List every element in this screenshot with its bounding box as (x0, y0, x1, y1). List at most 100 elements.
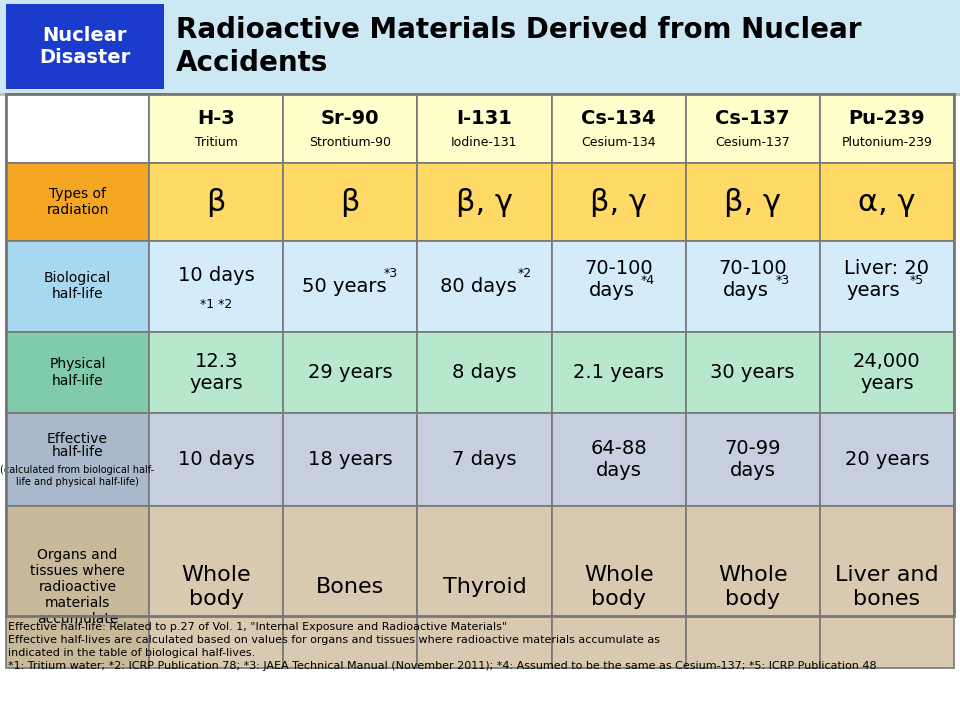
FancyBboxPatch shape (820, 413, 954, 506)
Text: 24,000
years: 24,000 years (853, 352, 921, 393)
Text: α, γ: α, γ (858, 187, 916, 217)
Text: 70-100: 70-100 (585, 258, 653, 278)
Text: Plutonium-239: Plutonium-239 (842, 136, 932, 149)
Text: days: days (588, 282, 635, 300)
Text: β, γ: β, γ (590, 187, 647, 217)
FancyBboxPatch shape (283, 332, 418, 413)
FancyBboxPatch shape (149, 240, 283, 332)
FancyBboxPatch shape (551, 163, 685, 240)
Text: Tritium: Tritium (195, 136, 237, 149)
Text: Liver: 20: Liver: 20 (845, 258, 929, 278)
Text: Strontium-90: Strontium-90 (309, 136, 392, 149)
Text: 10 days: 10 days (178, 266, 254, 285)
Text: 29 years: 29 years (308, 363, 393, 382)
Text: (calculated from biological half-
life and physical half-life): (calculated from biological half- life a… (0, 465, 155, 487)
Text: Effective half-lives are calculated based on values for organs and tissues where: Effective half-lives are calculated base… (8, 635, 660, 645)
Text: *3: *3 (383, 267, 397, 280)
FancyBboxPatch shape (283, 94, 418, 163)
Text: 20 years: 20 years (845, 450, 929, 469)
FancyBboxPatch shape (551, 506, 685, 668)
Text: Bones: Bones (316, 577, 384, 597)
FancyBboxPatch shape (551, 240, 685, 332)
Text: 80 days: 80 days (440, 277, 516, 296)
FancyBboxPatch shape (283, 163, 418, 240)
Text: β, γ: β, γ (724, 187, 781, 217)
FancyBboxPatch shape (418, 240, 551, 332)
FancyBboxPatch shape (6, 240, 149, 332)
Text: Cesium-134: Cesium-134 (581, 136, 656, 149)
FancyBboxPatch shape (283, 506, 418, 668)
Text: 64-88
days: 64-88 days (590, 439, 647, 480)
FancyBboxPatch shape (149, 413, 283, 506)
FancyBboxPatch shape (149, 506, 283, 668)
FancyBboxPatch shape (418, 332, 551, 413)
Text: half-life: half-life (52, 445, 104, 459)
Text: 30 years: 30 years (710, 363, 795, 382)
Text: 12.3
years: 12.3 years (189, 352, 243, 393)
FancyBboxPatch shape (551, 413, 685, 506)
Text: Thyroid: Thyroid (443, 577, 526, 597)
Text: H-3: H-3 (197, 109, 235, 127)
FancyBboxPatch shape (820, 240, 954, 332)
Text: Physical
half-life: Physical half-life (49, 357, 106, 387)
Text: Effective half-life: Related to p.27 of Vol. 1, "Internal Exposure and Radioacti: Effective half-life: Related to p.27 of … (8, 622, 507, 632)
Text: *3: *3 (776, 274, 789, 287)
Text: *1: Tritium water; *2: ICRP Publication 78; *3: JAEA Technical Manual (November : *1: Tritium water; *2: ICRP Publication … (8, 661, 876, 671)
FancyBboxPatch shape (551, 94, 685, 163)
FancyBboxPatch shape (149, 94, 283, 163)
FancyBboxPatch shape (283, 413, 418, 506)
Text: Whole
body: Whole body (718, 565, 787, 608)
Text: Liver and
bones: Liver and bones (835, 565, 939, 608)
Text: Types of
radiation: Types of radiation (46, 187, 108, 217)
FancyBboxPatch shape (418, 94, 551, 163)
FancyBboxPatch shape (820, 506, 954, 668)
Text: Biological
half-life: Biological half-life (44, 271, 111, 302)
Text: Iodine-131: Iodine-131 (451, 136, 517, 149)
Text: *4: *4 (641, 274, 655, 287)
FancyBboxPatch shape (685, 332, 820, 413)
Text: 10 days: 10 days (178, 450, 254, 469)
FancyBboxPatch shape (6, 163, 149, 240)
Text: 18 years: 18 years (308, 450, 393, 469)
Text: Cs-134: Cs-134 (581, 109, 656, 127)
FancyBboxPatch shape (685, 413, 820, 506)
FancyBboxPatch shape (6, 94, 149, 163)
Text: Cesium-137: Cesium-137 (715, 136, 790, 149)
Text: Effective: Effective (47, 432, 108, 446)
Text: 50 years: 50 years (301, 277, 387, 296)
FancyBboxPatch shape (283, 240, 418, 332)
Text: days: days (723, 282, 769, 300)
Text: *2: *2 (517, 267, 532, 280)
Text: years: years (847, 282, 900, 300)
FancyBboxPatch shape (149, 332, 283, 413)
FancyBboxPatch shape (6, 506, 149, 668)
FancyBboxPatch shape (418, 506, 551, 668)
Text: *5: *5 (909, 274, 924, 287)
FancyBboxPatch shape (149, 163, 283, 240)
FancyBboxPatch shape (820, 163, 954, 240)
FancyBboxPatch shape (6, 332, 149, 413)
FancyBboxPatch shape (820, 332, 954, 413)
FancyBboxPatch shape (685, 94, 820, 163)
FancyBboxPatch shape (418, 413, 551, 506)
Text: β: β (341, 187, 360, 217)
FancyBboxPatch shape (418, 163, 551, 240)
FancyBboxPatch shape (685, 163, 820, 240)
Text: Whole
body: Whole body (584, 565, 654, 608)
Text: Whole
body: Whole body (181, 565, 251, 608)
Text: 70-99
days: 70-99 days (725, 439, 781, 480)
Text: Radioactive Materials Derived from Nuclear
Accidents: Radioactive Materials Derived from Nucle… (176, 17, 861, 77)
Text: 7 days: 7 days (452, 450, 516, 469)
Text: Organs and
tissues where
radioactive
materials
accumulate: Organs and tissues where radioactive mat… (30, 548, 125, 626)
FancyBboxPatch shape (551, 332, 685, 413)
Text: Sr-90: Sr-90 (321, 109, 379, 127)
FancyBboxPatch shape (0, 0, 960, 93)
Text: 8 days: 8 days (452, 363, 516, 382)
Text: 2.1 years: 2.1 years (573, 363, 664, 382)
FancyBboxPatch shape (6, 4, 164, 89)
Text: Cs-137: Cs-137 (715, 109, 790, 127)
FancyBboxPatch shape (685, 240, 820, 332)
FancyBboxPatch shape (820, 94, 954, 163)
Text: *1 *2: *1 *2 (200, 298, 232, 311)
Text: indicated in the table of biological half-lives.: indicated in the table of biological hal… (8, 648, 255, 658)
